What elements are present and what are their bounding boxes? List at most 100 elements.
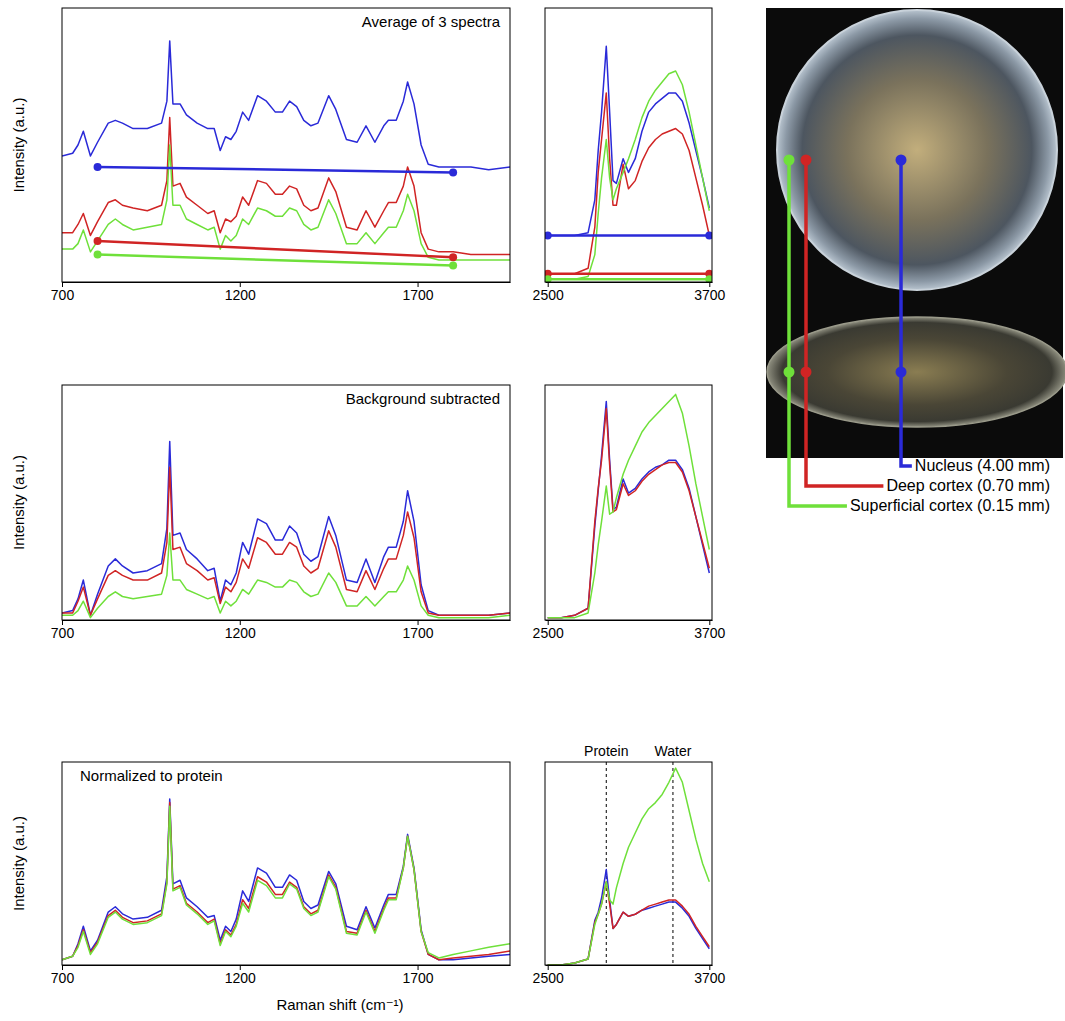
background-line xyxy=(98,255,454,266)
tick-label: 3700 xyxy=(694,970,725,986)
x-axis: 700 1200 1700 xyxy=(51,965,511,986)
sampling-point xyxy=(784,367,795,378)
sampling-line xyxy=(789,160,847,506)
x-axis: 700 1200 1700 xyxy=(51,282,511,303)
x-axis: 2500 3700 xyxy=(533,620,726,641)
x-tick: 700 xyxy=(51,620,75,641)
background-line xyxy=(98,167,454,172)
photo-label: Deep cortex (0.70 mm) xyxy=(886,477,1050,494)
spectrum-line xyxy=(62,806,510,960)
plot-marks xyxy=(62,799,510,960)
plot-marks xyxy=(62,441,510,617)
spectrum-line xyxy=(62,145,510,260)
tick-label: 1200 xyxy=(225,625,256,641)
x-tick: 700 xyxy=(51,965,75,986)
background-point xyxy=(449,262,457,270)
x-tick: 3700 xyxy=(694,620,725,641)
y-axis-title: Intensity (a.u.) xyxy=(10,97,27,192)
background-line xyxy=(98,241,454,257)
x-tick: 2500 xyxy=(533,965,564,986)
plot-background xyxy=(545,8,712,282)
plot-marks xyxy=(548,394,710,617)
tick-label: 3700 xyxy=(694,625,725,641)
tick-label: 2500 xyxy=(533,625,564,641)
spectrum-line xyxy=(548,401,710,617)
x-tick: 1700 xyxy=(402,620,433,641)
x-axis-line xyxy=(546,620,713,621)
panel: 2500 3700 xyxy=(533,385,726,641)
spectrum-line xyxy=(62,467,510,615)
plot-background xyxy=(545,385,712,620)
lens-side-view xyxy=(767,317,1065,427)
plot-frame xyxy=(545,385,712,620)
background-point xyxy=(94,237,102,245)
spectrum-line xyxy=(548,71,710,279)
plot-frame xyxy=(545,8,712,282)
sampling-point xyxy=(784,155,795,166)
plot-marks xyxy=(545,46,712,282)
plot-marks xyxy=(548,762,710,965)
background-line xyxy=(548,273,710,276)
plot-frame xyxy=(62,762,510,965)
spectrum-line xyxy=(548,882,710,965)
x-tick: 3700 xyxy=(694,282,725,303)
plot-background xyxy=(62,762,510,965)
tick-label: 700 xyxy=(51,970,75,986)
x-axis: 700 1200 1700 xyxy=(51,620,511,641)
x-tick: 1700 xyxy=(402,282,433,303)
panel: 25003700ProteinWater xyxy=(533,743,726,986)
x-tick: 700 xyxy=(51,282,75,303)
tick-label: 2500 xyxy=(533,287,564,303)
x-axis: 2500 3700 xyxy=(533,965,726,986)
x-axis: 2500 3700 xyxy=(533,282,726,303)
tick-label: 1700 xyxy=(402,970,433,986)
tick-label: 1200 xyxy=(225,970,256,986)
tick-label: 1700 xyxy=(402,625,433,641)
plot-frame xyxy=(545,762,712,965)
background-line xyxy=(548,234,710,237)
panel: 70012001700Background subtractedIntensit… xyxy=(10,385,511,641)
spectrum-line xyxy=(548,870,710,965)
panel: 2500 3700 xyxy=(533,8,726,303)
plot-marks xyxy=(62,41,510,270)
x-axis-line xyxy=(63,620,511,621)
spectrum-line xyxy=(62,533,510,618)
background-line xyxy=(548,278,710,281)
panel-title: Background subtracted xyxy=(346,390,500,407)
panel-title: Normalized to protein xyxy=(80,767,223,784)
panel: 70012001700Average of 3 spectraIntensity… xyxy=(10,8,511,303)
background-point xyxy=(94,251,102,259)
photo-label: Superficial cortex (0.15 mm) xyxy=(850,497,1050,514)
annotation-line xyxy=(672,762,673,965)
background-point xyxy=(449,253,457,261)
x-axis-line xyxy=(546,965,713,966)
annotation-line xyxy=(606,762,607,965)
x-tick: 1200 xyxy=(225,282,256,303)
tick-label: 1200 xyxy=(225,287,256,303)
sampling-point xyxy=(896,367,907,378)
x-tick: 2500 xyxy=(533,282,564,303)
tick-label: 2500 xyxy=(533,970,564,986)
annotation-label: Water xyxy=(655,743,692,759)
spectrum-line xyxy=(548,768,710,965)
x-tick: 2500 xyxy=(533,620,564,641)
x-tick: 1700 xyxy=(402,965,433,986)
background-point xyxy=(545,231,552,239)
lens-top-view xyxy=(777,10,1057,290)
figure: 70012001700Average of 3 spectraIntensity… xyxy=(0,0,1065,1021)
lens-photo: Nucleus (4.00 mm) Deep cortex (0.70 mm) Su… xyxy=(766,8,1065,514)
plot-background xyxy=(62,8,510,282)
plot-frame xyxy=(62,385,510,620)
tick-label: 3700 xyxy=(694,287,725,303)
spectrum-line xyxy=(62,118,510,255)
spectrum-line xyxy=(548,93,710,274)
sampling-line xyxy=(806,160,883,486)
x-tick: 3700 xyxy=(694,965,725,986)
background-point xyxy=(449,168,457,176)
sampling-point xyxy=(801,155,812,166)
background-point xyxy=(94,163,102,171)
background-point xyxy=(705,275,712,282)
spectrum-line xyxy=(62,441,510,615)
spectrum-line xyxy=(62,41,510,170)
photo-label: Nucleus (4.00 mm) xyxy=(915,457,1050,474)
